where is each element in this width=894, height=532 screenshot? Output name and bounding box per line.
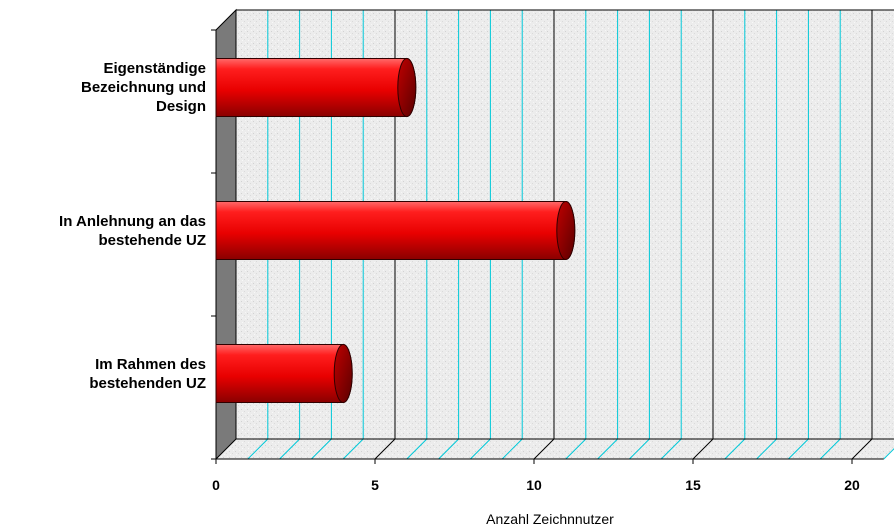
bars	[215, 58, 576, 403]
floor-gridline	[438, 438, 459, 460]
bar-body	[215, 344, 353, 403]
floor-gridline	[533, 438, 555, 460]
floor-gridline	[374, 438, 396, 460]
category-label: In Anlehnung an das bestehende UZ	[59, 212, 206, 249]
floor-gridline	[342, 438, 364, 460]
bar	[215, 201, 576, 260]
x-tick-label: 20	[844, 477, 860, 493]
bar-cap	[333, 344, 353, 403]
floor-gridline	[660, 438, 682, 460]
floor-gridline	[692, 438, 714, 460]
x-tick-label: 0	[212, 477, 220, 493]
category-label: Eigenständige Bezeichnung und Design	[81, 60, 206, 115]
floor-gridline	[565, 438, 587, 460]
floor-gridline	[788, 438, 809, 460]
x-tick-label: 15	[685, 477, 701, 493]
floor-gridline	[501, 438, 523, 460]
x-axis-title: Anzahl Zeichnnutzer	[486, 511, 614, 527]
bar-cap	[556, 201, 576, 260]
floor	[216, 439, 894, 459]
category-label: Im Rahmen des bestehenden UZ	[89, 355, 206, 392]
x-tick-label: 5	[371, 477, 379, 493]
floor-gridline	[597, 438, 618, 460]
x-tick-labels: 0 5 10 15 20	[212, 477, 860, 493]
floor-gridline	[247, 438, 269, 460]
floor-gridline	[629, 438, 650, 460]
floor-gridline	[406, 438, 428, 460]
floor-gridline	[756, 438, 777, 460]
bar	[215, 344, 353, 403]
bar-body	[215, 58, 417, 117]
floor-gridline	[470, 438, 491, 460]
bar-body	[215, 201, 576, 260]
floor-gridline	[724, 438, 746, 460]
x-tick-label: 10	[526, 477, 542, 493]
floor-gridline	[279, 438, 300, 460]
bar-cap	[397, 58, 417, 117]
bar	[215, 58, 417, 117]
floor-gridline	[311, 438, 332, 460]
floor-gridline	[851, 438, 873, 460]
floor-gridline	[819, 438, 841, 460]
